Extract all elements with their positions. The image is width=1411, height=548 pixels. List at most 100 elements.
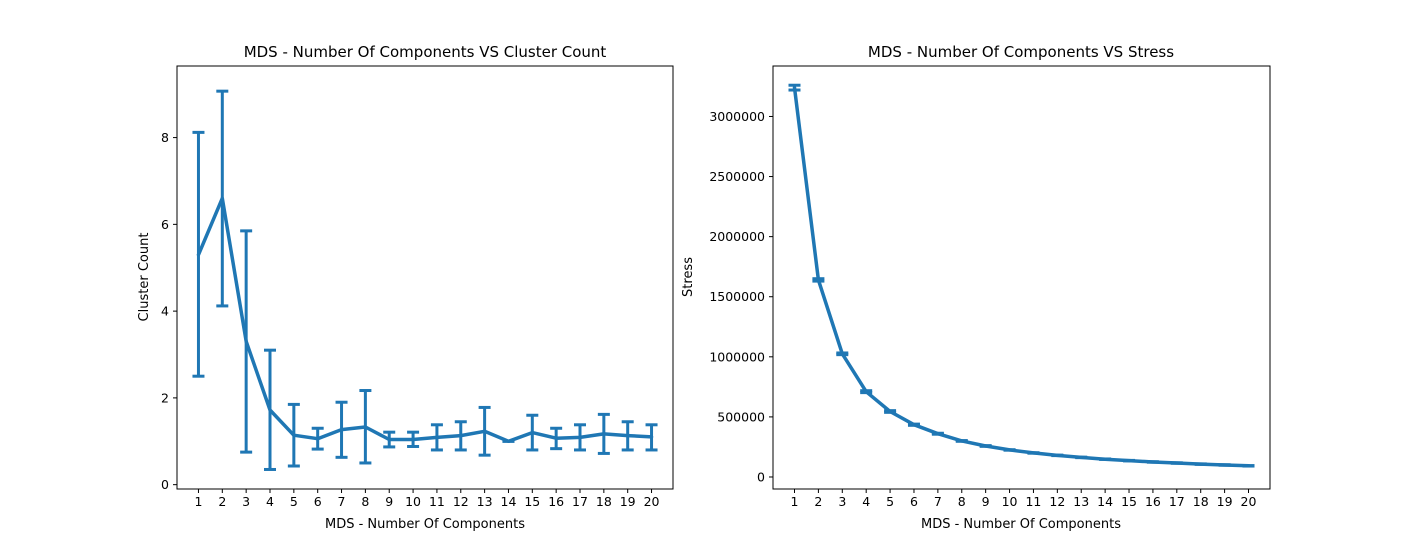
x-tick-label: 5 (290, 494, 298, 509)
x-tick-label: 7 (934, 494, 942, 509)
x-tick-label: 5 (886, 494, 894, 509)
data-point (387, 438, 391, 442)
y-tick-label: 8 (161, 130, 169, 145)
data-point (1127, 459, 1131, 463)
data-point (340, 428, 344, 432)
series-line (196, 196, 654, 444)
data-point (1079, 455, 1083, 459)
x-tick-label: 9 (385, 494, 393, 509)
data-point (411, 438, 415, 442)
y-tick-label: 4 (161, 304, 169, 319)
data-point (650, 435, 654, 439)
data-point (530, 431, 534, 435)
x-tick-label: 19 (620, 494, 636, 509)
x-tick-label: 19 (1217, 494, 1233, 509)
y-tick-label: 3000000 (709, 109, 765, 124)
data-point (936, 432, 940, 436)
data-point (554, 436, 558, 440)
data-point (793, 86, 797, 90)
data-point (220, 196, 224, 200)
x-tick-label: 12 (1049, 494, 1065, 509)
data-point (626, 434, 630, 438)
x-tick-label: 9 (982, 494, 990, 509)
x-tick-label: 3 (242, 494, 250, 509)
stress-chart: MDS - Number Of Components VS Stress MDS… (681, 43, 1271, 532)
x-axis-label: MDS - Number Of Components (921, 517, 1121, 532)
x-tick-label: 18 (1193, 494, 1209, 509)
data-point (816, 278, 820, 282)
y-tick-label: 6 (161, 217, 169, 232)
y-axis-label: Stress (681, 257, 696, 297)
y-tick-label: 2 (161, 390, 169, 405)
x-tick-label: 1 (791, 494, 799, 509)
data-point (1103, 457, 1107, 461)
data-point (960, 439, 964, 443)
x-tick-label: 8 (958, 494, 966, 509)
data-point (196, 253, 200, 257)
plot-frame (772, 65, 1271, 490)
plot-layer (788, 83, 1255, 468)
series-line (792, 85, 1251, 468)
x-tick-label: 2 (218, 494, 226, 509)
x-tick-label: 13 (477, 494, 493, 509)
y-tick-label: 0 (161, 477, 169, 492)
cluster-count-chart: MDS - Number Of Components VS Cluster Co… (137, 43, 674, 532)
x-tick-label: 1 (194, 494, 202, 509)
data-point (1031, 451, 1035, 455)
x-tick-label: 11 (1025, 494, 1041, 509)
data-point (602, 432, 606, 436)
x-tick-label: 15 (1121, 494, 1137, 509)
y-tick-label: 2000000 (709, 229, 765, 244)
y-tick-label: 1000000 (709, 349, 765, 364)
data-point (888, 409, 892, 413)
chart-title: MDS - Number Of Components VS Cluster Co… (244, 43, 607, 61)
data-point (1246, 464, 1250, 468)
x-tick-label: 6 (910, 494, 918, 509)
x-tick-label: 13 (1073, 494, 1089, 509)
data-point (483, 429, 487, 433)
x-tick-label: 18 (596, 494, 612, 509)
x-tick-label: 7 (338, 494, 346, 509)
x-tick-label: 12 (453, 494, 469, 509)
data-point (1055, 453, 1059, 457)
data-point (292, 433, 296, 437)
x-tick-label: 17 (1169, 494, 1185, 509)
data-point (363, 425, 367, 429)
y-axis-label: Cluster Count (137, 233, 152, 322)
x-tick-label: 3 (838, 494, 846, 509)
x-tick-label: 14 (501, 494, 517, 509)
data-point (1223, 463, 1227, 467)
data-point (1008, 448, 1012, 452)
data-point (912, 423, 916, 427)
data-point (984, 444, 988, 448)
data-point (435, 435, 439, 439)
x-tick-label: 4 (266, 494, 274, 509)
x-tick-label: 20 (1241, 494, 1257, 509)
data-point (1199, 462, 1203, 466)
data-point (459, 434, 463, 438)
x-tick-label: 14 (1097, 494, 1113, 509)
x-tick-label: 2 (814, 494, 822, 509)
x-tick-label: 8 (361, 494, 369, 509)
y-tick-label: 1500000 (709, 289, 765, 304)
chart-title: MDS - Number Of Components VS Stress (868, 43, 1174, 61)
x-tick-label: 15 (524, 494, 540, 509)
x-tick-label: 16 (1145, 494, 1161, 509)
x-tick-label: 11 (429, 494, 445, 509)
x-tick-label: 6 (314, 494, 322, 509)
x-tick-label: 17 (572, 494, 588, 509)
data-point (244, 339, 248, 343)
data-point (864, 390, 868, 394)
x-tick-label: 10 (405, 494, 421, 509)
y-tick-label: 500000 (717, 409, 765, 424)
data-point (1175, 461, 1179, 465)
data-point (840, 352, 844, 356)
x-tick-label: 10 (1002, 494, 1018, 509)
x-axis-label: MDS - Number Of Components (325, 517, 525, 532)
data-point (506, 439, 510, 443)
y-tick-label: 0 (757, 469, 765, 484)
data-point (316, 437, 320, 441)
plot-frame (176, 65, 674, 490)
